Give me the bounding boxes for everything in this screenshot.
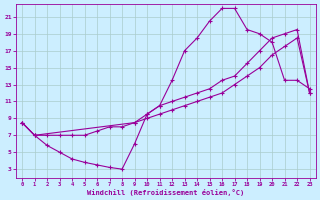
X-axis label: Windchill (Refroidissement éolien,°C): Windchill (Refroidissement éolien,°C) xyxy=(87,189,244,196)
